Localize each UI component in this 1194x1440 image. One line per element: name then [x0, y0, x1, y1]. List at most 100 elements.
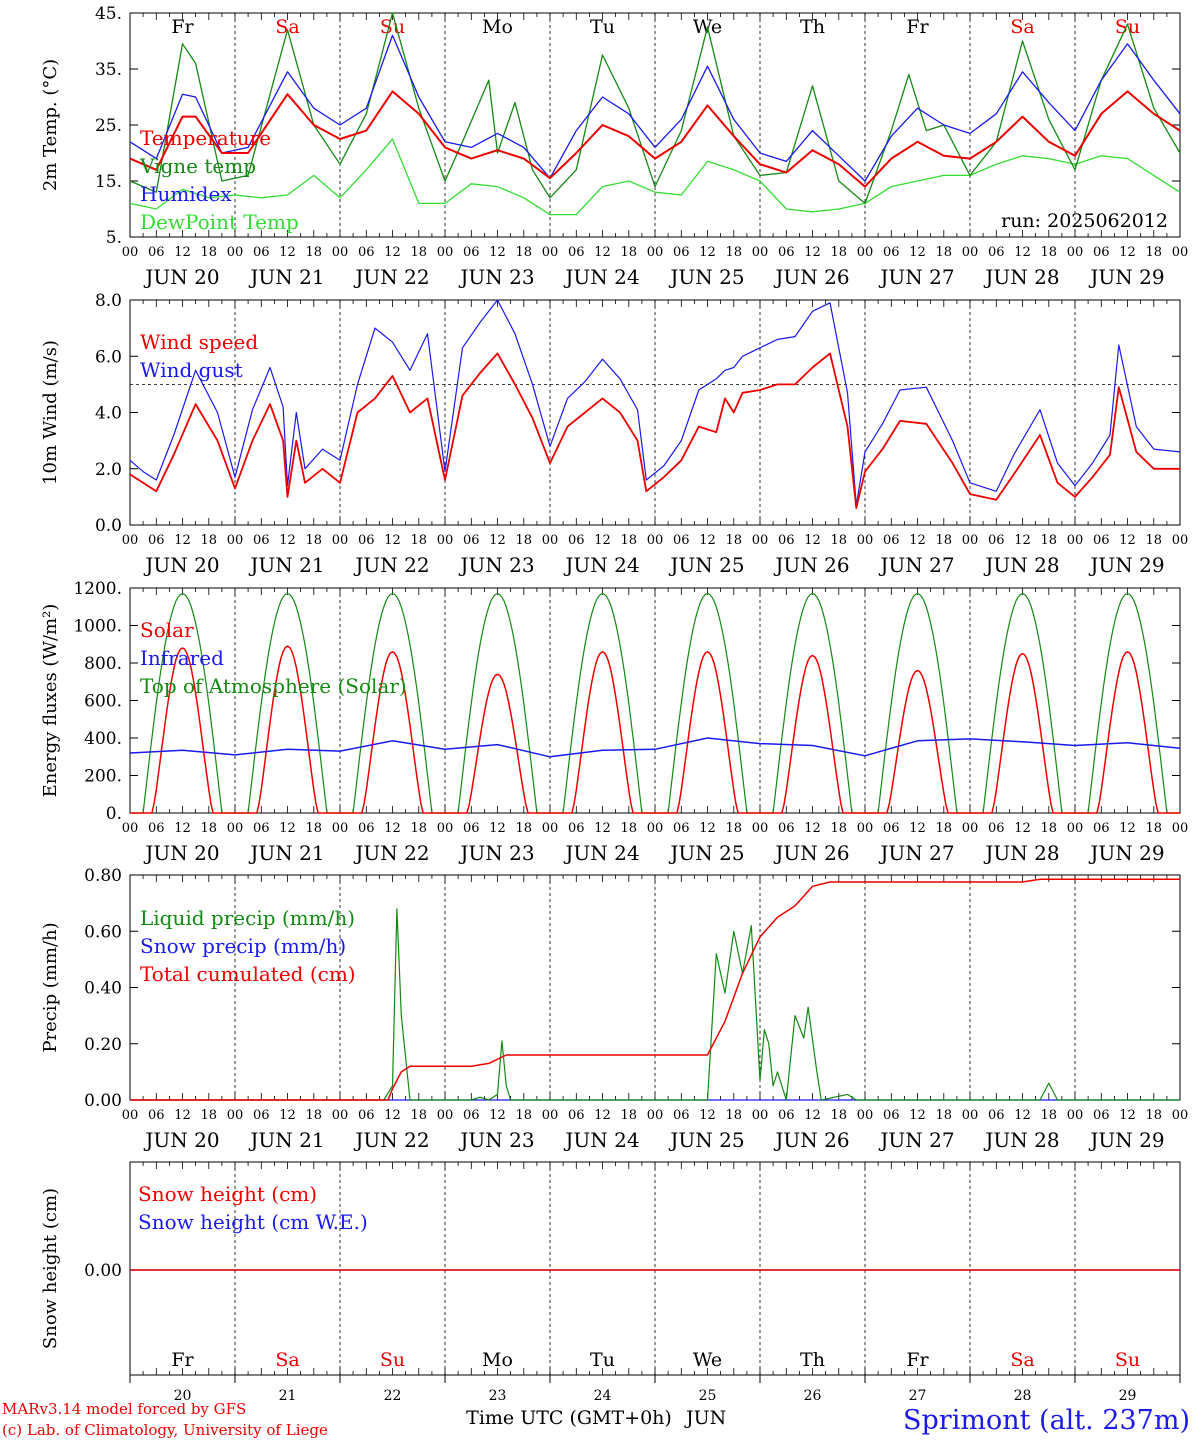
date-label: JUN 25	[668, 1128, 744, 1152]
hour-tick-label: 18	[515, 1108, 532, 1123]
hour-tick-label: 06	[778, 533, 795, 548]
date-label: JUN 27	[878, 265, 954, 289]
y-tick-label: 0.80	[84, 866, 122, 886]
hour-tick-label: 12	[594, 1108, 611, 1123]
hour-tick-label: 18	[935, 245, 952, 260]
hour-tick-label: 18	[1040, 821, 1057, 836]
day-number-label: 23	[489, 1388, 507, 1404]
date-label: JUN 21	[248, 841, 324, 865]
hour-tick-label: 12	[1014, 821, 1031, 836]
hour-tick-label: 12	[279, 245, 296, 260]
hour-tick-label: 00	[857, 821, 874, 836]
day-label-bottom: Tu	[590, 1349, 615, 1371]
hour-tick-label: 06	[673, 245, 690, 260]
hour-tick-label: 00	[752, 245, 769, 260]
hour-tick-label: 06	[253, 1108, 270, 1123]
hour-tick-label: 06	[568, 821, 585, 836]
hour-tick-label: 18	[410, 821, 427, 836]
hour-tick-label: 12	[279, 1108, 296, 1123]
hour-tick-label: 12	[804, 533, 821, 548]
y-tick-label: 5.	[106, 228, 122, 248]
hour-tick-label: 00	[437, 245, 454, 260]
date-label: JUN 22	[353, 265, 429, 289]
date-label: JUN 22	[353, 841, 429, 865]
day-label-top: Sa	[1010, 16, 1034, 38]
date-label: JUN 23	[458, 553, 534, 577]
legend-entry: Vigne temp	[139, 154, 256, 178]
date-label: JUN 27	[878, 553, 954, 577]
y-tick-label: 25.	[95, 116, 122, 136]
hour-tick-label: 18	[725, 245, 742, 260]
hour-tick-label: 00	[1067, 821, 1084, 836]
y-tick-label: 1200.	[73, 579, 122, 599]
day-number-label: 24	[594, 1388, 612, 1404]
y-tick-label: 400.	[84, 729, 122, 749]
hour-tick-label: 12	[279, 821, 296, 836]
day-label-bottom: Sa	[275, 1349, 299, 1371]
precip-series-line	[130, 878, 1180, 1101]
y-axis-label: Energy fluxes (W/m²)	[40, 604, 61, 798]
date-label: JUN 28	[983, 265, 1059, 289]
hour-tick-label: 00	[752, 1108, 769, 1123]
day-number-label: 21	[279, 1388, 297, 1404]
y-tick-label: 45.	[95, 4, 122, 24]
y-tick-label: 0.20	[84, 1035, 122, 1055]
wind-series-line	[129, 299, 1181, 506]
hour-tick-label: 12	[699, 1108, 716, 1123]
hour-tick-label: 18	[725, 1108, 742, 1123]
hour-tick-label: 12	[489, 821, 506, 836]
hour-tick-label: 00	[122, 245, 139, 260]
legend-entry: Snow precip (mm/h)	[140, 934, 346, 958]
time-ticks	[129, 300, 1181, 525]
hour-tick-label: 00	[752, 821, 769, 836]
temp-series-line	[129, 34, 1181, 182]
hour-tick-label: 00	[227, 245, 244, 260]
hour-tick-label: 06	[568, 533, 585, 548]
hour-tick-label: 00	[332, 821, 349, 836]
hour-tick-label: 06	[358, 1108, 375, 1123]
hour-tick-label: 06	[463, 245, 480, 260]
hour-tick-label: 18	[935, 821, 952, 836]
hour-tick-label: 06	[673, 821, 690, 836]
legend-entry: Snow height (cm W.E.)	[138, 1210, 368, 1234]
hour-tick-label: 12	[699, 245, 716, 260]
hour-tick-label: 18	[1145, 533, 1162, 548]
hour-tick-label: 00	[437, 821, 454, 836]
hour-tick-label: 06	[778, 245, 795, 260]
date-label: JUN 29	[1088, 841, 1164, 865]
hour-tick-label: 00	[1067, 1108, 1084, 1123]
date-label: JUN 23	[458, 1128, 534, 1152]
y-tick-label: 2.0	[95, 460, 122, 480]
date-label: JUN 28	[983, 841, 1059, 865]
y-tick-label: 15.	[95, 172, 122, 192]
y-tick-label: 0.	[106, 804, 122, 824]
hour-tick-label: 18	[830, 245, 847, 260]
wind-series-line	[129, 352, 1180, 510]
hour-tick-label: 06	[778, 821, 795, 836]
panel-frame-temp	[129, 12, 1181, 238]
date-label: JUN 22	[353, 1128, 429, 1152]
temp-series-line	[129, 138, 1181, 216]
hour-tick-label: 12	[804, 821, 821, 836]
date-label: JUN 24	[563, 553, 639, 577]
y-tick-label: 35.	[95, 60, 122, 80]
date-label: JUN 20	[143, 265, 219, 289]
hour-tick-label: 06	[673, 533, 690, 548]
hour-tick-label: 18	[305, 821, 322, 836]
hour-tick-label: 18	[515, 245, 532, 260]
date-label: JUN 20	[143, 841, 219, 865]
hour-tick-label: 18	[1145, 1108, 1162, 1123]
model-credit: MARv3.14 model forced by GFS	[2, 1400, 246, 1418]
y-axis-label: 2m Temp. (°C)	[40, 59, 61, 191]
hour-tick-label: 12	[909, 821, 926, 836]
hour-tick-label: 12	[174, 1108, 191, 1123]
hour-tick-label: 00	[332, 1108, 349, 1123]
hour-tick-label: 00	[122, 821, 139, 836]
date-label: JUN 23	[458, 841, 534, 865]
date-label: JUN 29	[1088, 1128, 1164, 1152]
y-tick-label: 800.	[84, 654, 122, 674]
legend-entry: Infrared	[140, 646, 224, 670]
date-label: JUN 24	[563, 841, 639, 865]
y-tick-label: 0.00	[84, 1091, 122, 1111]
